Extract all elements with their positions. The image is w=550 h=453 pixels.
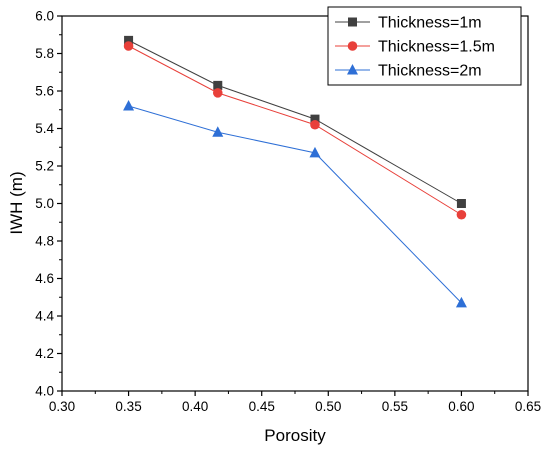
y-tick-label: 5.6 xyxy=(35,84,54,99)
legend-label: Thickness=1.5m xyxy=(378,39,495,56)
x-tick-label: 0.55 xyxy=(382,399,408,414)
data-point xyxy=(212,88,223,98)
data-point xyxy=(456,209,467,220)
y-tick-label: 5.8 xyxy=(35,46,54,61)
y-tick-label: 4.8 xyxy=(35,234,54,249)
y-tick-label: 4.0 xyxy=(35,384,54,399)
x-tick-label: 0.40 xyxy=(182,399,208,414)
data-point xyxy=(310,119,320,130)
series-3 xyxy=(123,100,467,308)
legend-marker xyxy=(348,17,357,27)
y-tick-label: 4.2 xyxy=(35,346,54,361)
plot-frame xyxy=(61,15,529,392)
series-line xyxy=(128,39,462,204)
y-tick-label: 4.4 xyxy=(35,309,54,324)
y-tick-label: 6.0 xyxy=(35,9,54,24)
legend-entry: Thickness=1m xyxy=(335,15,482,32)
y-axis-title: IWH (m) xyxy=(7,171,26,234)
data-point xyxy=(456,199,466,208)
series-1 xyxy=(124,35,466,208)
legend: Thickness=1m Thickness=1.5m Thickness=2m xyxy=(327,6,522,86)
y-tick-label: 5.0 xyxy=(35,196,54,211)
legend-marker xyxy=(347,41,358,51)
y-tick-label: 4.6 xyxy=(35,271,54,286)
legend-label: Thickness=2m xyxy=(378,63,482,80)
series-layer xyxy=(123,35,467,308)
data-point xyxy=(123,41,134,51)
series-line xyxy=(128,105,462,304)
x-axis-title: Porosity xyxy=(264,426,326,445)
data-point xyxy=(455,296,467,308)
ticks-layer: 0.30 0.35 0.40 0.45 0.50 0.55 0.60 0.65 4.0 4.2 4.… xyxy=(35,9,541,415)
x-tick-label: 0.65 xyxy=(515,399,541,414)
data-point xyxy=(123,100,135,111)
data-point xyxy=(309,146,321,158)
series-2 xyxy=(123,41,467,220)
x-tick-label: 0.60 xyxy=(448,399,474,414)
x-tick-label: 0.50 xyxy=(315,399,341,414)
x-tick-label: 0.35 xyxy=(115,399,141,414)
x-tick-label: 0.45 xyxy=(249,399,275,414)
legend-entry: Thickness=1.5m xyxy=(335,39,495,56)
y-tick-label: 5.2 xyxy=(35,159,54,174)
legend-entry: Thickness=2m xyxy=(335,63,482,80)
legend-label: Thickness=1m xyxy=(378,15,482,32)
legend-marker xyxy=(347,64,358,75)
data-point xyxy=(213,80,223,90)
y-tick-label: 5.4 xyxy=(35,121,54,136)
data-point xyxy=(212,126,224,137)
data-point xyxy=(310,114,320,124)
x-tick-label: 0.30 xyxy=(49,399,75,414)
data-point xyxy=(124,35,134,45)
series-line xyxy=(128,45,462,216)
